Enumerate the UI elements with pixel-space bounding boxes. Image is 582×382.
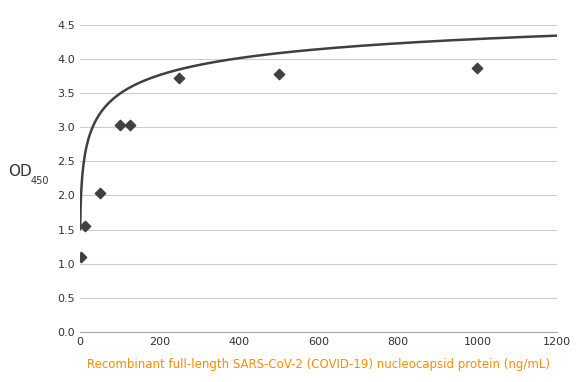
Point <box>115 122 125 128</box>
Point <box>473 65 482 71</box>
Point <box>125 122 134 128</box>
Point <box>80 223 90 229</box>
Point <box>95 189 105 196</box>
Point <box>175 75 184 81</box>
Point <box>77 254 86 260</box>
X-axis label: Recombinant full-length SARS-CoV-2 (COVID-19) nucleocapsid protein (ng/mL): Recombinant full-length SARS-CoV-2 (COVI… <box>87 358 550 371</box>
Text: OD: OD <box>9 164 32 179</box>
Text: 450: 450 <box>30 176 49 186</box>
Point <box>274 71 283 77</box>
